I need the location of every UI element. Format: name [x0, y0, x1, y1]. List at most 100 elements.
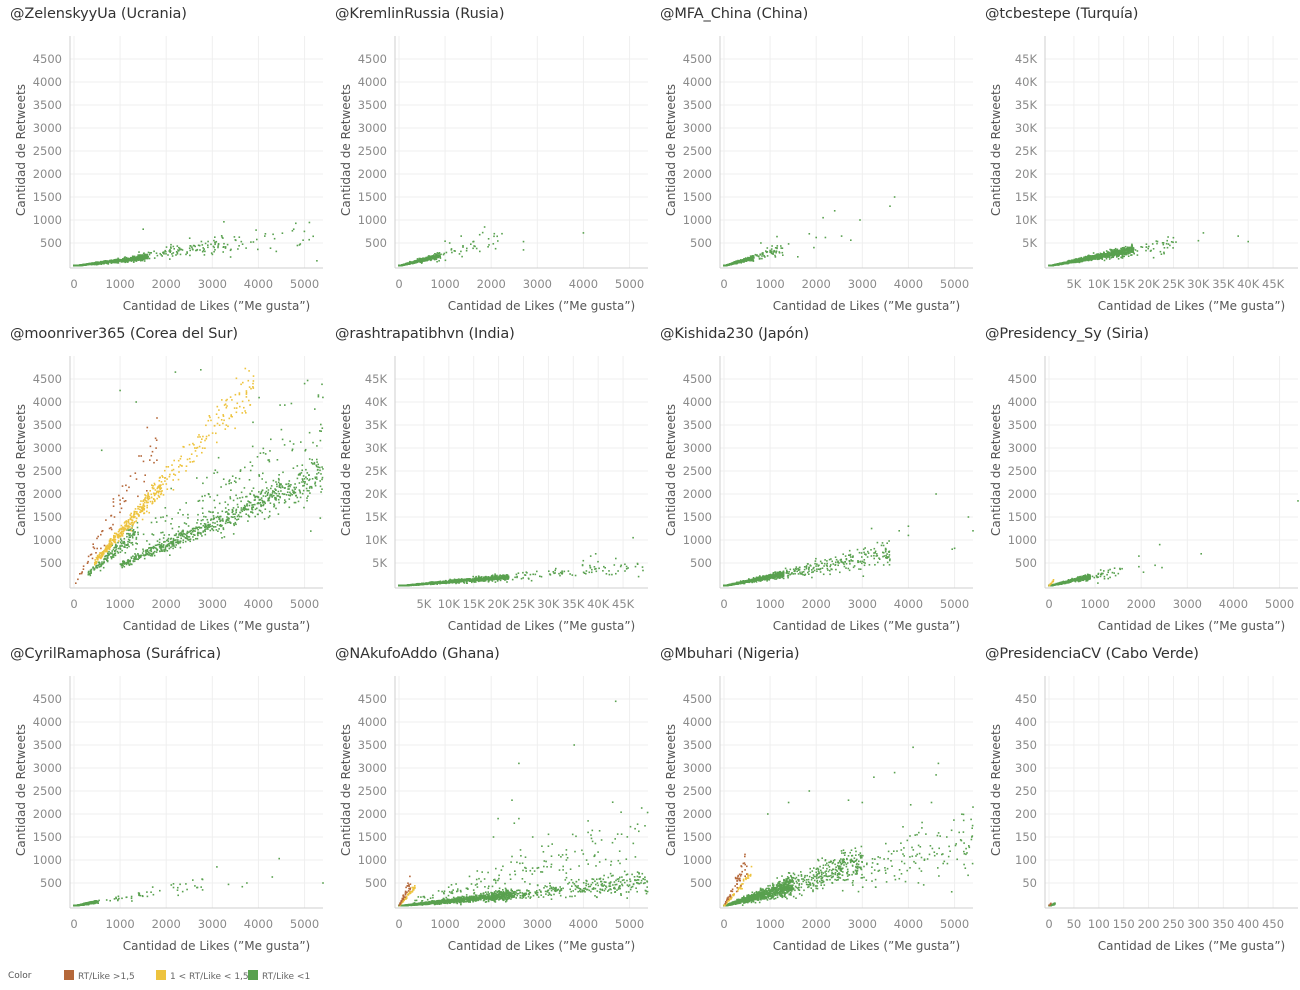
data-point[interactable]	[134, 556, 137, 558]
data-point[interactable]	[94, 561, 96, 564]
data-point[interactable]	[198, 445, 201, 448]
data-point[interactable]	[203, 523, 206, 525]
data-point[interactable]	[1110, 250, 1112, 252]
data-point[interactable]	[185, 537, 187, 539]
data-point[interactable]	[778, 251, 781, 253]
data-point[interactable]	[1069, 261, 1071, 264]
data-point[interactable]	[103, 558, 105, 561]
data-point[interactable]	[259, 510, 262, 512]
data-point[interactable]	[148, 552, 151, 554]
data-point[interactable]	[261, 478, 263, 480]
data-point[interactable]	[437, 255, 440, 258]
data-point[interactable]	[747, 259, 750, 262]
data-point[interactable]	[247, 520, 249, 522]
data-point[interactable]	[117, 533, 120, 536]
data-point[interactable]	[1159, 250, 1162, 253]
data-point[interactable]	[161, 545, 163, 548]
data-point[interactable]	[758, 255, 760, 258]
data-point[interactable]	[146, 255, 149, 257]
data-point[interactable]	[204, 530, 206, 533]
data-point[interactable]	[127, 521, 130, 524]
data-point[interactable]	[1096, 258, 1099, 261]
data-point[interactable]	[1111, 251, 1114, 253]
data-point[interactable]	[163, 534, 166, 536]
data-point[interactable]	[460, 235, 462, 237]
data-point[interactable]	[251, 465, 254, 467]
data-point[interactable]	[217, 530, 219, 532]
data-point[interactable]	[114, 540, 116, 543]
data-point[interactable]	[216, 494, 219, 497]
data-point[interactable]	[217, 456, 220, 459]
data-point[interactable]	[221, 519, 224, 522]
data-point[interactable]	[1112, 254, 1115, 256]
data-point[interactable]	[124, 527, 126, 530]
data-point[interactable]	[196, 537, 199, 540]
data-point[interactable]	[246, 504, 248, 506]
data-point[interactable]	[181, 465, 183, 467]
data-point[interactable]	[408, 262, 410, 265]
data-point[interactable]	[131, 543, 134, 546]
data-point[interactable]	[95, 562, 98, 564]
data-point[interactable]	[146, 506, 148, 509]
data-point[interactable]	[1105, 257, 1108, 260]
data-point[interactable]	[241, 412, 244, 414]
data-point[interactable]	[131, 535, 134, 537]
data-point[interactable]	[129, 517, 132, 520]
data-point[interactable]	[1121, 251, 1123, 253]
data-point[interactable]	[246, 505, 248, 507]
data-point[interactable]	[1099, 252, 1102, 255]
data-point[interactable]	[153, 257, 156, 259]
data-point[interactable]	[121, 261, 123, 263]
data-point[interactable]	[93, 263, 96, 265]
data-point[interactable]	[168, 475, 171, 478]
data-point[interactable]	[280, 486, 282, 489]
data-point[interactable]	[1070, 260, 1072, 262]
data-point[interactable]	[210, 519, 212, 521]
data-point[interactable]	[239, 405, 241, 408]
data-point[interactable]	[162, 494, 165, 496]
data-point[interactable]	[214, 243, 216, 246]
data-point[interactable]	[258, 509, 261, 512]
data-point[interactable]	[152, 551, 155, 554]
data-point[interactable]	[308, 458, 311, 460]
data-point[interactable]	[136, 558, 138, 560]
data-point[interactable]	[285, 494, 288, 496]
data-point[interactable]	[97, 564, 99, 567]
data-point[interactable]	[228, 480, 230, 482]
data-point[interactable]	[403, 264, 405, 266]
data-point[interactable]	[111, 260, 114, 262]
data-point[interactable]	[214, 241, 216, 244]
data-point[interactable]	[105, 548, 107, 551]
data-point[interactable]	[156, 497, 158, 500]
data-point[interactable]	[202, 519, 204, 521]
data-point[interactable]	[157, 494, 160, 497]
data-point[interactable]	[201, 438, 203, 440]
data-point[interactable]	[1124, 245, 1127, 248]
data-point[interactable]	[769, 249, 771, 252]
data-point[interactable]	[196, 477, 198, 479]
data-point[interactable]	[245, 247, 247, 249]
data-point[interactable]	[189, 245, 191, 247]
data-point[interactable]	[208, 524, 210, 526]
data-point[interactable]	[435, 253, 437, 256]
data-point[interactable]	[169, 538, 172, 540]
data-point[interactable]	[780, 247, 782, 249]
data-point[interactable]	[164, 546, 167, 549]
data-point[interactable]	[115, 548, 117, 550]
data-point[interactable]	[1085, 258, 1088, 260]
data-point[interactable]	[127, 538, 130, 541]
data-point[interactable]	[238, 392, 241, 394]
data-point[interactable]	[143, 508, 145, 511]
data-point[interactable]	[1119, 252, 1122, 254]
data-point[interactable]	[466, 247, 468, 250]
data-point[interactable]	[161, 475, 163, 477]
data-point[interactable]	[462, 245, 464, 247]
data-point[interactable]	[218, 524, 221, 527]
data-point[interactable]	[1101, 256, 1104, 259]
data-point[interactable]	[264, 502, 266, 505]
data-point[interactable]	[313, 463, 316, 465]
data-point[interactable]	[202, 482, 204, 485]
data-point[interactable]	[235, 509, 237, 512]
data-point[interactable]	[193, 460, 195, 463]
data-point[interactable]	[291, 493, 293, 496]
